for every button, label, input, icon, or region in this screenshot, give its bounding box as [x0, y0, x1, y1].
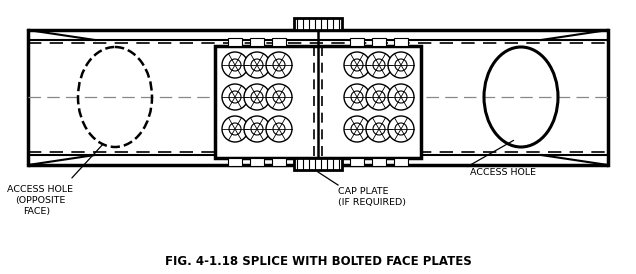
Bar: [350, 38, 364, 46]
Circle shape: [395, 59, 407, 71]
Text: (IF REQUIRED): (IF REQUIRED): [338, 198, 406, 207]
Bar: [228, 158, 242, 166]
Bar: [294, 158, 342, 170]
Circle shape: [266, 84, 292, 110]
Circle shape: [273, 59, 285, 71]
Circle shape: [222, 52, 248, 78]
Circle shape: [388, 116, 414, 142]
Bar: [215, 46, 421, 158]
Circle shape: [373, 91, 385, 103]
Circle shape: [244, 52, 270, 78]
Bar: [250, 38, 264, 46]
Circle shape: [344, 116, 370, 142]
Bar: [228, 38, 242, 46]
Bar: [294, 18, 342, 30]
Text: ACCESS HOLE: ACCESS HOLE: [7, 185, 73, 194]
Circle shape: [351, 123, 363, 135]
Circle shape: [366, 116, 392, 142]
Circle shape: [251, 91, 263, 103]
Text: (OPPOSITE: (OPPOSITE: [15, 196, 66, 205]
Circle shape: [344, 84, 370, 110]
Circle shape: [373, 59, 385, 71]
Bar: [272, 38, 286, 46]
Circle shape: [395, 123, 407, 135]
Circle shape: [344, 52, 370, 78]
Circle shape: [222, 84, 248, 110]
Circle shape: [273, 123, 285, 135]
Text: ACCESS HOLE: ACCESS HOLE: [470, 168, 536, 177]
Circle shape: [395, 91, 407, 103]
Text: FIG. 4-1.18 SPLICE WITH BOLTED FACE PLATES: FIG. 4-1.18 SPLICE WITH BOLTED FACE PLAT…: [165, 255, 471, 268]
Circle shape: [244, 84, 270, 110]
Bar: [394, 38, 408, 46]
Circle shape: [251, 59, 263, 71]
Circle shape: [229, 59, 241, 71]
Circle shape: [351, 59, 363, 71]
Circle shape: [266, 52, 292, 78]
Circle shape: [251, 123, 263, 135]
Circle shape: [273, 91, 285, 103]
Circle shape: [229, 123, 241, 135]
Circle shape: [388, 84, 414, 110]
Circle shape: [373, 123, 385, 135]
Circle shape: [388, 52, 414, 78]
Bar: [250, 158, 264, 166]
Bar: [350, 158, 364, 166]
Bar: [272, 158, 286, 166]
Circle shape: [229, 91, 241, 103]
Bar: [372, 38, 386, 46]
Text: CAP PLATE: CAP PLATE: [338, 187, 389, 196]
Text: FACE): FACE): [23, 207, 50, 216]
Circle shape: [222, 116, 248, 142]
Bar: [372, 158, 386, 166]
Circle shape: [351, 91, 363, 103]
Circle shape: [366, 52, 392, 78]
Circle shape: [366, 84, 392, 110]
Bar: [394, 158, 408, 166]
Circle shape: [266, 116, 292, 142]
Circle shape: [244, 116, 270, 142]
